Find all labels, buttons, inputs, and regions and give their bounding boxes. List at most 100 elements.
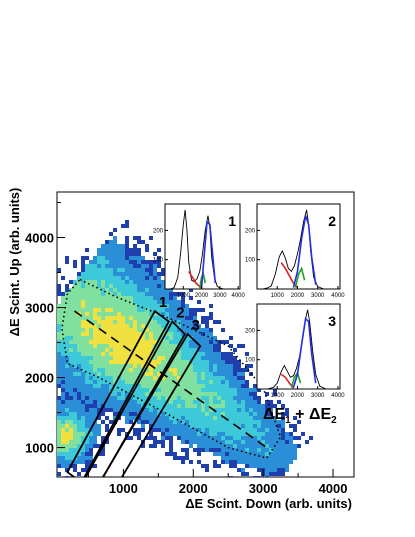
heatmap-cell <box>157 364 161 368</box>
heatmap-cell <box>81 348 85 352</box>
heatmap-cell <box>269 456 273 460</box>
heatmap-cell <box>73 348 77 352</box>
heatmap-cell <box>221 460 225 464</box>
heatmap-cell <box>201 336 205 340</box>
heatmap-cell <box>229 388 233 392</box>
heatmap-cell <box>157 304 161 308</box>
heatmap-cell <box>233 444 237 448</box>
heatmap-cell <box>177 404 181 408</box>
heatmap-cell <box>73 432 77 436</box>
heatmap-cell <box>269 440 273 444</box>
heatmap-cell <box>197 360 201 364</box>
heatmap-cell <box>193 408 197 412</box>
heatmap-cell <box>261 456 265 460</box>
heatmap-cell <box>281 440 285 444</box>
heatmap-cell <box>117 332 121 336</box>
heatmap-cell <box>93 300 97 304</box>
heatmap-cell <box>201 340 205 344</box>
heatmap-cell <box>129 380 133 384</box>
heatmap-cell <box>65 260 69 264</box>
heatmap-cell <box>69 384 73 388</box>
heatmap-cell <box>221 376 225 380</box>
heatmap-cell <box>217 432 221 436</box>
heatmap-cell <box>129 300 133 304</box>
heatmap-cell <box>233 364 237 368</box>
heatmap-cell <box>61 452 65 456</box>
heatmap-cell <box>169 448 173 452</box>
heatmap-cell <box>149 308 153 312</box>
heatmap-cell <box>213 376 217 380</box>
heatmap-cell <box>205 384 209 388</box>
heatmap-cell <box>289 444 293 448</box>
heatmap-cell <box>129 308 133 312</box>
heatmap-cell <box>137 392 141 396</box>
heatmap-cell <box>149 432 153 436</box>
heatmap-cell <box>289 452 293 456</box>
heatmap-cell <box>125 392 129 396</box>
heatmap-cell <box>57 352 61 356</box>
heatmap-cell <box>81 344 85 348</box>
heatmap-cell <box>133 356 137 360</box>
heatmap-cell <box>113 280 117 284</box>
heatmap-cell <box>261 440 265 444</box>
heatmap-cell <box>121 256 125 260</box>
heatmap-cell <box>57 428 61 432</box>
heatmap-cell <box>81 360 85 364</box>
heatmap-cell <box>173 344 177 348</box>
heatmap-cell <box>209 384 213 388</box>
heatmap-cell <box>269 448 273 452</box>
heatmap-cell <box>185 396 189 400</box>
heatmap-cell <box>105 380 109 384</box>
heatmap-cell <box>65 348 69 352</box>
heatmap-cell <box>249 436 253 440</box>
heatmap-cell <box>81 396 85 400</box>
dotted-contour <box>61 278 282 460</box>
heatmap-cell <box>233 368 237 372</box>
heatmap-cell <box>213 460 217 464</box>
heatmap-cell <box>69 408 73 412</box>
heatmap-cell <box>241 432 245 436</box>
heatmap-cell <box>213 348 217 352</box>
heatmap-cell <box>61 360 65 364</box>
heatmap-cell <box>77 388 81 392</box>
heatmap-cell <box>57 404 61 408</box>
heatmap-cell <box>193 448 197 452</box>
heatmap-cell <box>141 256 145 260</box>
heatmap-cell <box>97 376 101 380</box>
heatmap-cell <box>185 348 189 352</box>
heatmap-cell <box>225 428 229 432</box>
heatmap-cell <box>73 368 77 372</box>
heatmap-cell <box>129 416 133 420</box>
heatmap-cell <box>81 332 85 336</box>
heatmap-cell <box>269 400 273 404</box>
inset-x-tick-label: 1000 <box>177 293 191 299</box>
heatmap-cell <box>161 404 165 408</box>
heatmap-cell <box>217 372 221 376</box>
heatmap-cell <box>213 320 217 324</box>
heatmap-cell <box>185 400 189 404</box>
heatmap-cell <box>65 324 69 328</box>
heatmap-cell <box>57 420 61 424</box>
heatmap-cell <box>161 324 165 328</box>
region-label-3: 3 <box>192 317 200 334</box>
heatmap-cell <box>81 368 85 372</box>
heatmap-cell <box>297 420 301 424</box>
heatmap-cell <box>109 320 113 324</box>
heatmap-cell <box>189 388 193 392</box>
heatmap-cell <box>105 440 109 444</box>
heatmap-cell <box>57 348 61 352</box>
heatmap-cell <box>97 380 101 384</box>
heatmap-cell <box>61 420 65 424</box>
heatmap-cell <box>177 308 181 312</box>
heatmap-cell <box>293 428 297 432</box>
heatmap-cell <box>177 292 181 296</box>
heatmap-cell <box>217 368 221 372</box>
heatmap-cell <box>181 380 185 384</box>
heatmap-cell <box>93 336 97 340</box>
heatmap-cell <box>205 356 209 360</box>
heatmap-cell <box>61 464 65 468</box>
heatmap-cell <box>69 288 73 292</box>
heatmap-cell <box>85 440 89 444</box>
heatmap-cell <box>57 364 61 368</box>
